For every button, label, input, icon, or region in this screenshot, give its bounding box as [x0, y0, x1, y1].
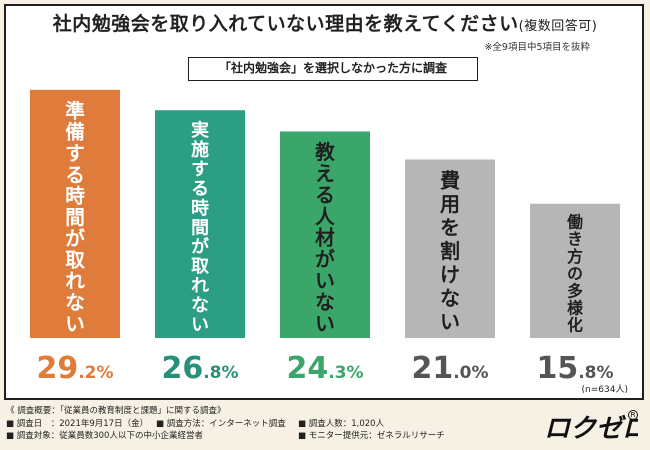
bar-2 — [155, 110, 245, 338]
logo-wordmark: ロクゼロ — [544, 414, 650, 444]
summary-date: ■ 調査日 ：2021年9月17日（金） — [6, 418, 149, 429]
bar-1 — [30, 89, 120, 338]
value-label-5: 15.8% — [536, 351, 613, 386]
bar-label-4: 費用を割けない — [440, 169, 460, 334]
value-label-4: 21.0% — [411, 351, 488, 386]
bar-label-3: 教える人材がいない — [315, 141, 335, 335]
title-text: 社内勉強会を取り入れていない理由を教えてください — [52, 13, 519, 35]
bar-5 — [530, 203, 620, 338]
summary-heading: 《 調査概要：「従業員の教育制度と課題」に関する調査》 — [6, 406, 226, 416]
logo-text: ロクゼロ — [544, 414, 638, 442]
brand-logo: ロクゼロ R — [544, 410, 650, 444]
bars-group: 準備する時間が取れない 29.2% 実施する時間が取れない 26.8% 教える人材がいな… — [30, 89, 620, 386]
summary-target: ■ 調査対象：従業員数300人以下の中小企業経営者 — [6, 431, 203, 441]
logo-registered-mark: R — [628, 410, 638, 420]
bar-label-2: 実施する時間が取れない — [191, 119, 209, 335]
bar-label-1: 準備する時間が取れない — [65, 99, 85, 335]
survey-scope-box: 「社内勉強会」を選択しなかった方に調査 — [188, 57, 478, 81]
bar-4 — [405, 159, 495, 338]
title-suffix: (複数回答可) — [518, 19, 598, 34]
bar-3 — [280, 131, 370, 338]
summary-provider: ■ モニター提供元：ゼネラルリサーチ — [298, 431, 445, 441]
chart-title: 社内勉強会を取り入れていない理由を教えてください(複数回答可) — [0, 9, 650, 36]
summary-count: ■ 調査人数：1,020人 — [298, 418, 385, 429]
survey-summary: 《 調査概要：「従業員の教育制度と課題」に関する調査》 ■ 調査日 ：2021年… — [6, 405, 526, 443]
sample-size: (n=634人) — [582, 384, 628, 395]
value-label-1: 29.2% — [36, 351, 113, 386]
survey-scope-text: 「社内勉強会」を選択しなかった方に調査 — [218, 61, 447, 75]
summary-method: ■ 調査方法：インターネット調査 — [156, 418, 286, 429]
value-label-3: 24.3% — [286, 351, 363, 386]
bar-label-5: 働き方の多様化 — [566, 213, 583, 335]
selection-note: ※全9項目中5項目を抜粋 — [484, 42, 590, 53]
value-label-2: 26.8% — [161, 351, 238, 386]
